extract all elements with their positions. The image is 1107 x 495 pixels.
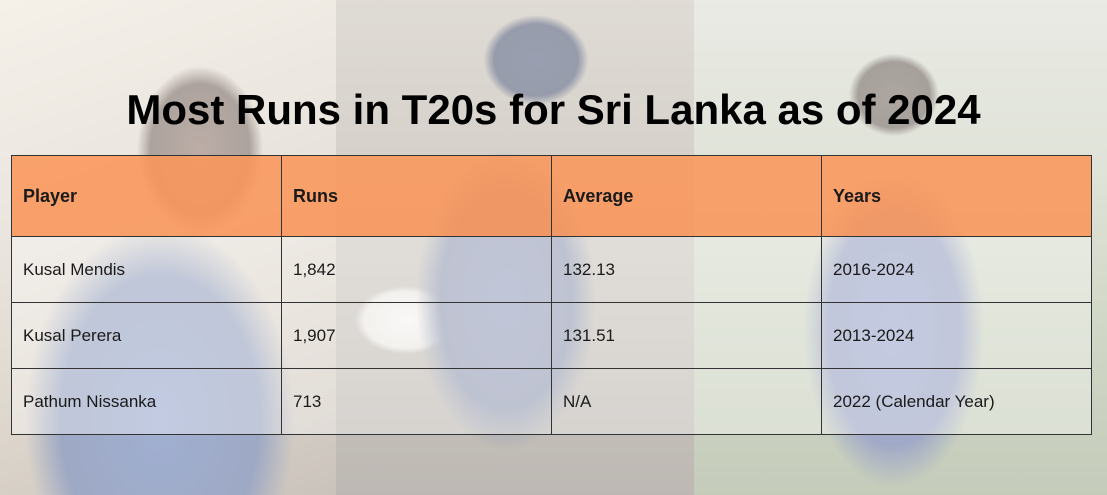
table-header-row: Player Runs Average Years [11,155,1092,237]
cell-player: Kusal Mendis [11,236,282,303]
cell-years: 2016-2024 [821,236,1092,303]
header-years: Years [821,155,1092,237]
cell-average: N/A [551,368,822,435]
cell-runs: 1,907 [281,302,552,369]
cell-runs: 713 [281,368,552,435]
cell-runs: 1,842 [281,236,552,303]
table-row: Kusal Perera 1,907 131.51 2013-2024 [11,302,1092,369]
header-runs: Runs [281,155,552,237]
cell-years: 2013-2024 [821,302,1092,369]
cell-years: 2022 (Calendar Year) [821,368,1092,435]
cell-player: Kusal Perera [11,302,282,369]
header-player: Player [11,155,282,237]
header-average: Average [551,155,822,237]
cell-player: Pathum Nissanka [11,368,282,435]
runs-table: Player Runs Average Years Kusal Mendis 1… [11,155,1092,435]
cell-average: 131.51 [551,302,822,369]
page-title: Most Runs in T20s for Sri Lanka as of 20… [126,86,981,133]
table-row: Kusal Mendis 1,842 132.13 2016-2024 [11,236,1092,303]
cell-average: 132.13 [551,236,822,303]
table-row: Pathum Nissanka 713 N/A 2022 (Calendar Y… [11,368,1092,435]
